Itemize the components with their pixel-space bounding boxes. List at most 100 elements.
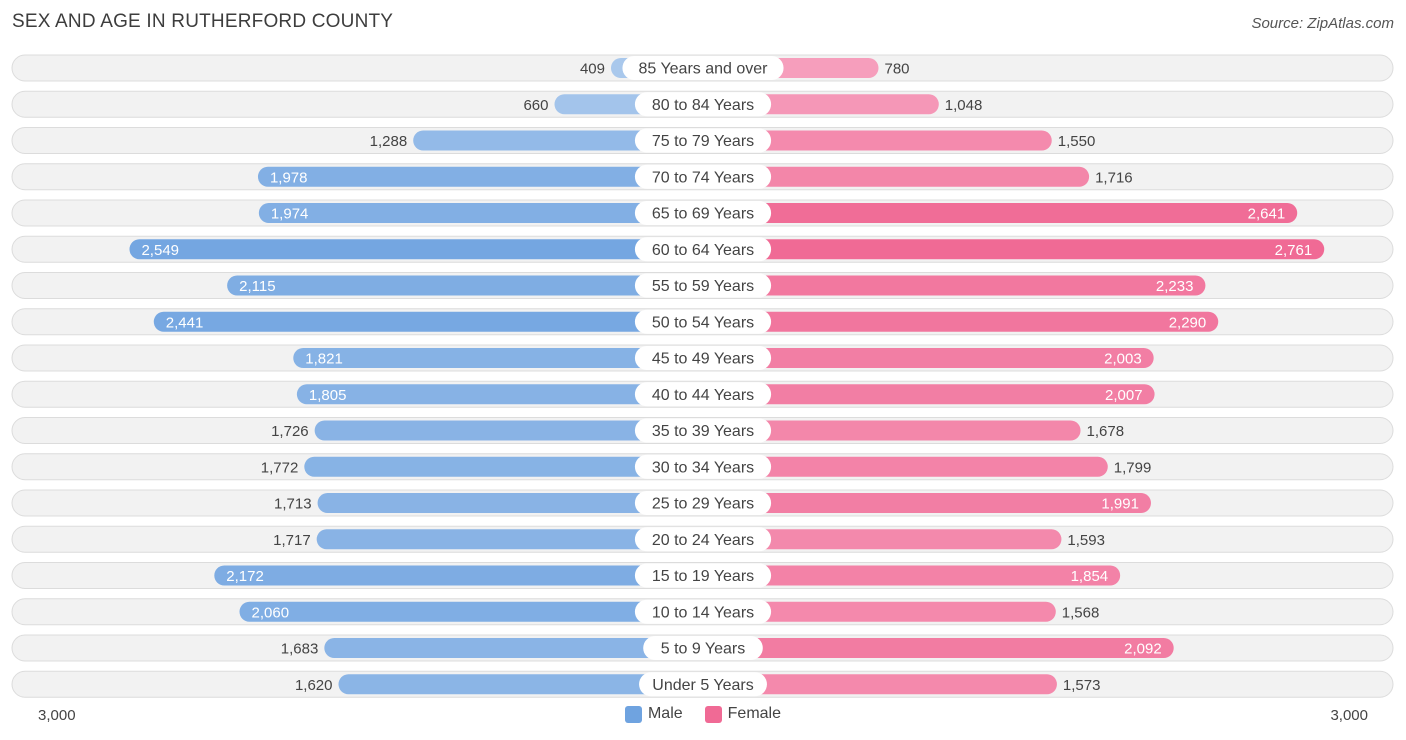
male-bar	[227, 275, 703, 296]
female-bar	[703, 420, 1081, 441]
female-value-label: 2,007	[1105, 387, 1143, 404]
category-label: 5 to 9 Years	[661, 641, 746, 658]
female-value-label: 1,854	[1071, 568, 1109, 585]
category-label: Under 5 Years	[652, 677, 753, 694]
axis-left-max-label: 3,000	[38, 707, 76, 724]
row-group: 1,821 2,003 45 to 49 Years	[11, 344, 1394, 372]
male-value-label: 1,717	[273, 532, 311, 549]
female-bar	[703, 565, 1121, 586]
row-group: 2,060 1,568 10 to 14 Years	[11, 598, 1394, 626]
category-label: 50 to 54 Years	[652, 314, 754, 331]
category-label: 45 to 49 Years	[652, 351, 754, 368]
female-bar	[703, 275, 1206, 296]
female-value-label: 1,799	[1114, 459, 1152, 476]
chart-title: SEX AND AGE IN RUTHERFORD COUNTY	[12, 11, 394, 32]
axis-right-max-label: 3,000	[1330, 707, 1368, 724]
category-pill	[634, 92, 772, 117]
category-pill	[634, 346, 772, 370]
legend-item-male[interactable]: Male	[624, 705, 683, 723]
male-bar	[239, 601, 703, 622]
female-value-label: 1,678	[1087, 423, 1125, 440]
category-pill	[634, 491, 772, 515]
female-value-label: 1,550	[1058, 133, 1096, 150]
row-group: 1,683 2,092 5 to 9 Years	[11, 634, 1394, 662]
category-label: 70 to 74 Years	[652, 169, 754, 186]
male-bar	[296, 384, 703, 405]
category-pill	[634, 128, 772, 153]
legend-female-label: Female	[727, 705, 782, 722]
male-value-label: 1,288	[370, 133, 408, 150]
female-value-label: 1,048	[945, 97, 983, 114]
female-swatch	[704, 705, 722, 723]
category-pill	[634, 309, 772, 334]
row-group: 1,713 1,991 25 to 29 Years	[11, 489, 1394, 517]
male-bar	[257, 166, 703, 187]
male-value-label: 1,821	[305, 351, 343, 368]
legend-item-female[interactable]: Female	[704, 705, 782, 723]
male-bar	[316, 529, 703, 550]
category-pill	[634, 237, 772, 262]
male-value-label: 1,772	[261, 459, 299, 476]
category-label: 75 to 79 Years	[652, 133, 754, 150]
male-bar	[413, 130, 703, 151]
category-pill	[634, 201, 772, 225]
category-pill	[639, 672, 767, 697]
male-swatch	[624, 705, 642, 723]
category-pill	[643, 636, 763, 660]
category-label: 25 to 29 Years	[652, 496, 754, 513]
male-value-label: 1,683	[281, 641, 319, 658]
row-group: 2,115 2,233 55 to 59 Years	[11, 272, 1394, 299]
category-pill	[622, 56, 784, 80]
male-value-label: 2,172	[226, 568, 264, 585]
row-group: 1,974 2,641 65 to 69 Years	[11, 199, 1394, 227]
male-value-label: 660	[523, 97, 548, 114]
male-bar	[293, 348, 703, 368]
male-value-label: 1,726	[271, 423, 309, 440]
row-group: 1,288 1,550 75 to 79 Years	[11, 127, 1394, 154]
female-bar	[703, 130, 1052, 151]
legend-male-label: Male	[647, 705, 683, 722]
category-label: 55 to 59 Years	[652, 278, 754, 295]
female-value-label: 1,573	[1063, 677, 1101, 694]
category-label: 20 to 24 Years	[652, 532, 754, 549]
category-pill	[634, 273, 772, 298]
female-value-label: 2,233	[1156, 278, 1194, 295]
male-bar	[304, 456, 703, 477]
female-bar	[703, 166, 1090, 187]
row-group: 1,620 1,573 Under 5 Years	[11, 670, 1394, 698]
row-group: 1,717 1,593 20 to 24 Years	[11, 525, 1394, 553]
male-bar	[324, 638, 703, 658]
female-bar	[703, 348, 1154, 368]
category-pill	[634, 382, 772, 407]
male-bar	[338, 674, 703, 695]
male-value-label: 409	[580, 61, 605, 78]
female-bar	[703, 529, 1062, 550]
category-pill	[634, 418, 772, 443]
category-label: 40 to 44 Years	[652, 387, 754, 404]
female-value-label: 1,593	[1067, 532, 1105, 549]
male-bar	[153, 311, 703, 332]
male-value-label: 2,441	[166, 314, 204, 331]
male-value-label: 2,549	[141, 242, 179, 259]
male-bar	[258, 203, 703, 223]
female-value-label: 1,991	[1101, 496, 1139, 513]
female-bar	[703, 456, 1108, 477]
female-value-label: 2,003	[1104, 351, 1142, 368]
category-pill	[634, 454, 772, 479]
category-pill	[634, 599, 772, 624]
male-bar	[314, 420, 703, 441]
female-bar	[703, 384, 1155, 405]
female-value-label: 780	[885, 61, 910, 78]
male-value-label: 1,713	[274, 496, 312, 513]
row-group: 1,726 1,678 35 to 39 Years	[11, 417, 1394, 444]
female-bar	[703, 203, 1298, 223]
male-value-label: 1,974	[271, 206, 309, 223]
female-value-label: 1,716	[1095, 169, 1133, 186]
male-value-label: 2,060	[252, 604, 290, 621]
male-bar	[214, 565, 704, 586]
female-bar	[703, 674, 1057, 695]
row-group: 2,172 1,854 15 to 19 Years	[11, 562, 1394, 589]
source-label: Source: ZipAtlas.com	[1251, 15, 1394, 32]
legend: Male Female	[0, 705, 1406, 723]
